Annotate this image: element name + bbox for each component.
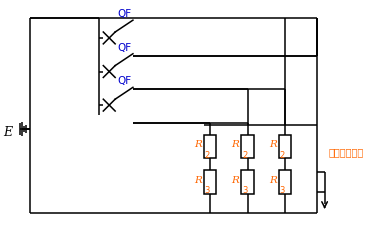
Text: 2: 2 <box>204 150 210 159</box>
Text: 抽取三相信号: 抽取三相信号 <box>329 147 364 157</box>
Text: R: R <box>231 175 239 184</box>
Text: R: R <box>269 139 277 148</box>
Text: 2: 2 <box>242 150 247 159</box>
Text: R: R <box>194 175 202 184</box>
Text: QF: QF <box>117 9 131 19</box>
Bar <box>204 171 217 194</box>
Text: R: R <box>194 139 202 148</box>
Text: E: E <box>3 126 13 139</box>
Text: 3: 3 <box>242 185 247 194</box>
Text: 2: 2 <box>280 150 285 159</box>
Text: 3: 3 <box>204 185 210 194</box>
Text: QF: QF <box>117 76 131 86</box>
Bar <box>241 171 254 194</box>
Bar <box>241 135 254 159</box>
Text: QF: QF <box>117 43 131 52</box>
Text: R: R <box>269 175 277 184</box>
Text: R: R <box>231 139 239 148</box>
Bar <box>204 135 217 159</box>
Bar <box>279 135 291 159</box>
Text: 3: 3 <box>280 185 285 194</box>
Bar <box>279 171 291 194</box>
